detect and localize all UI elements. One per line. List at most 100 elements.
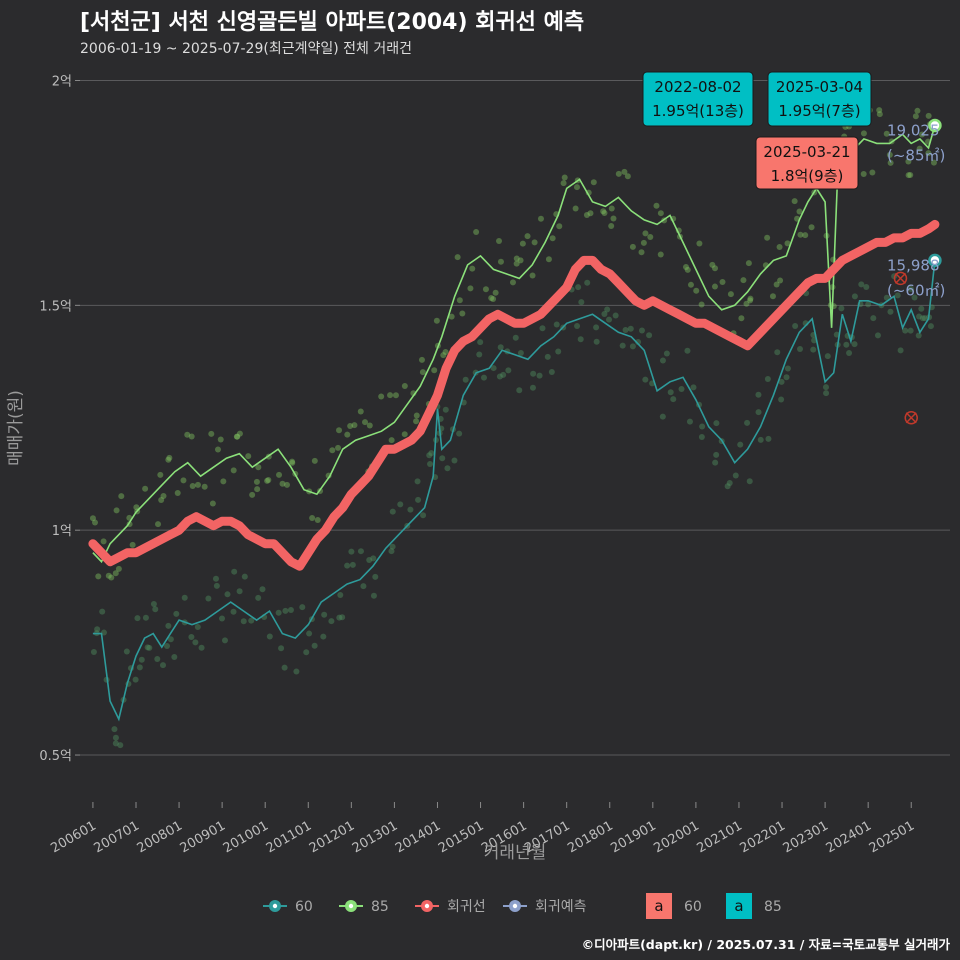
- transaction-point: [505, 367, 512, 374]
- legend: 60 85 회귀선 회귀예측 a 60 a 85: [263, 893, 782, 919]
- transaction-point: [451, 457, 458, 464]
- transaction-point: [755, 409, 762, 416]
- transaction-point: [448, 313, 455, 320]
- transaction-point: [253, 478, 260, 485]
- transaction-point: [536, 372, 543, 379]
- transaction-point: [574, 323, 581, 330]
- y-tick-label: 1.5억: [39, 299, 72, 314]
- transaction-point: [362, 419, 369, 426]
- transaction-point: [220, 478, 227, 485]
- transaction-point: [372, 573, 379, 580]
- transaction-point: [129, 541, 136, 548]
- x-tick-label: 202201: [738, 818, 788, 856]
- transaction-point: [713, 451, 720, 458]
- legend-key-center: [272, 903, 278, 909]
- transaction-point: [776, 243, 783, 250]
- transaction-point: [784, 240, 791, 247]
- transaction-point: [473, 229, 480, 236]
- transaction-point: [123, 648, 130, 655]
- transaction-point: [519, 240, 526, 247]
- transaction-point: [698, 301, 705, 308]
- transaction-point: [863, 283, 870, 290]
- transaction-point: [241, 573, 248, 580]
- prediction-marker-x: [905, 412, 917, 424]
- transaction-point: [174, 490, 181, 497]
- x-tick-label: 202001: [651, 818, 701, 856]
- y-tick-label: 1억: [52, 524, 72, 539]
- transaction-point: [433, 317, 440, 324]
- transaction-point: [95, 573, 102, 580]
- transaction-point: [133, 504, 140, 511]
- x-tick-label: 202501: [867, 818, 917, 856]
- series-60-endpoint: [928, 253, 942, 268]
- transaction-point: [234, 433, 241, 440]
- transaction-point: [188, 433, 195, 440]
- transaction-point: [930, 159, 937, 166]
- transaction-point: [344, 562, 351, 569]
- transaction-point: [792, 322, 799, 329]
- series-60-line: [92, 260, 936, 722]
- transaction-point: [601, 209, 608, 216]
- transaction-point: [517, 257, 524, 264]
- transaction-point: [916, 313, 923, 320]
- transaction-point: [428, 450, 435, 457]
- transaction-point: [91, 519, 98, 526]
- transaction-point: [94, 626, 101, 633]
- transaction-point: [192, 639, 199, 646]
- end-label-value: 15,988: [887, 256, 940, 274]
- transaction-point: [757, 436, 764, 443]
- transaction-point: [293, 668, 300, 675]
- transaction-point: [440, 352, 447, 359]
- transaction-point: [144, 644, 151, 651]
- transaction-point: [590, 179, 597, 186]
- transaction-point: [283, 481, 290, 488]
- transaction-point: [608, 222, 615, 229]
- transaction-point: [575, 284, 582, 291]
- transaction-point: [112, 740, 119, 747]
- transaction-point: [477, 339, 484, 346]
- legend-box-key: [726, 893, 752, 919]
- transaction-point: [726, 479, 733, 486]
- transaction-point: [142, 485, 149, 492]
- transaction-point: [201, 483, 208, 490]
- transaction-point: [869, 169, 876, 176]
- transaction-point: [459, 310, 466, 317]
- transaction-point: [366, 556, 373, 563]
- transaction-point: [497, 258, 504, 265]
- transaction-point: [642, 230, 649, 237]
- transaction-point: [902, 327, 909, 334]
- transaction-point: [578, 299, 585, 306]
- scatter-points: [89, 107, 937, 749]
- transaction-point: [732, 472, 739, 479]
- transaction-point: [306, 630, 313, 637]
- legend-item-label: 회귀예측: [535, 899, 587, 915]
- annotations: 19,025 (~85㎡) 15,988 (~60㎡) 2022-08-02 1.95억(…: [642, 71, 945, 425]
- transaction-point: [497, 344, 504, 351]
- transaction-point: [783, 374, 790, 381]
- transaction-point: [255, 464, 262, 471]
- transaction-point: [612, 312, 619, 319]
- legend-box-label: 85: [764, 899, 782, 915]
- x-tick-label: 201801: [565, 818, 615, 856]
- transaction-point: [213, 582, 220, 589]
- transaction-point: [927, 323, 934, 330]
- transaction-point: [843, 341, 850, 348]
- series-85-endpoint: [928, 118, 942, 133]
- transaction-point: [883, 130, 890, 137]
- transaction-point: [388, 437, 395, 444]
- x-tick-label: 201401: [393, 818, 443, 856]
- x-tick-label: 201201: [307, 818, 357, 856]
- transaction-point: [887, 308, 894, 315]
- transaction-point: [584, 279, 591, 286]
- transaction-point: [513, 255, 520, 262]
- series-85-line: [92, 125, 936, 564]
- transaction-point: [171, 654, 178, 661]
- transaction-point: [727, 291, 734, 298]
- transaction-point: [684, 266, 691, 273]
- transaction-point: [255, 594, 262, 601]
- transaction-point: [154, 655, 161, 662]
- transaction-point: [905, 158, 912, 165]
- transaction-point: [883, 294, 890, 301]
- transaction-point: [517, 350, 524, 357]
- transaction-point: [500, 371, 507, 378]
